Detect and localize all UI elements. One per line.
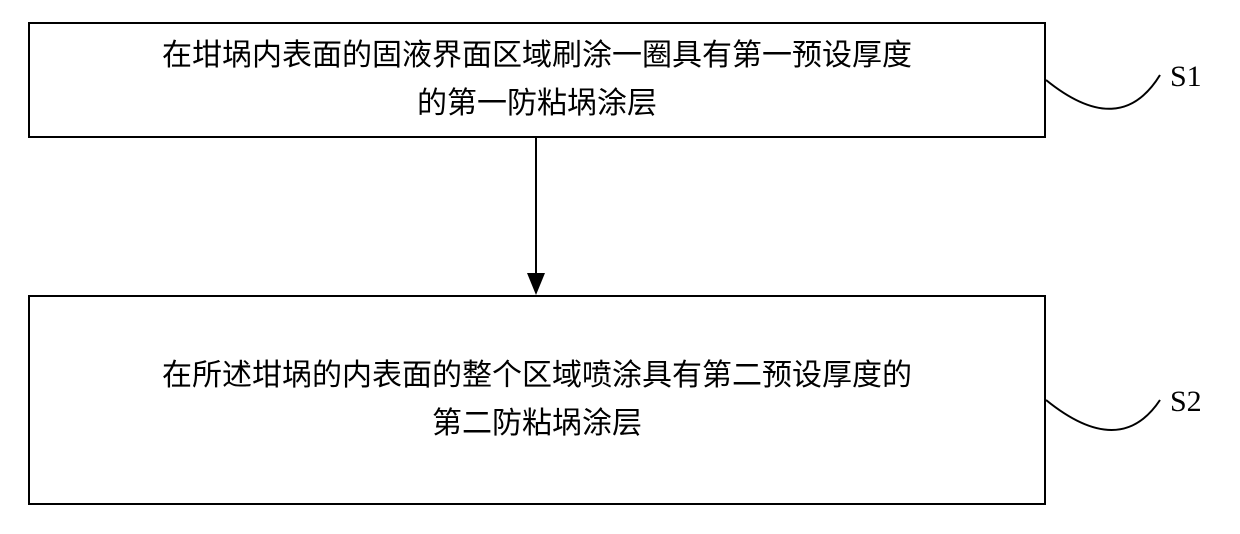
step-label-s2: S2 [1170, 385, 1202, 419]
flowchart-node-s1: 在坩埚内表面的固液界面区域刷涂一圈具有第一预设厚度 的第一防粘埚涂层 [28, 22, 1046, 138]
flowchart-node-text: 在坩埚内表面的固液界面区域刷涂一圈具有第一预设厚度 的第一防粘埚涂层 [162, 32, 912, 128]
flowchart-node-text: 在所述坩埚的内表面的整个区域喷涂具有第二预设厚度的 第二防粘埚涂层 [162, 352, 912, 448]
flowchart-canvas: 在坩埚内表面的固液界面区域刷涂一圈具有第一预设厚度 的第一防粘埚涂层 S1 在所… [0, 0, 1240, 534]
flowchart-node-s2: 在所述坩埚的内表面的整个区域喷涂具有第二预设厚度的 第二防粘埚涂层 [28, 295, 1046, 505]
step-label-s1: S1 [1170, 60, 1202, 94]
